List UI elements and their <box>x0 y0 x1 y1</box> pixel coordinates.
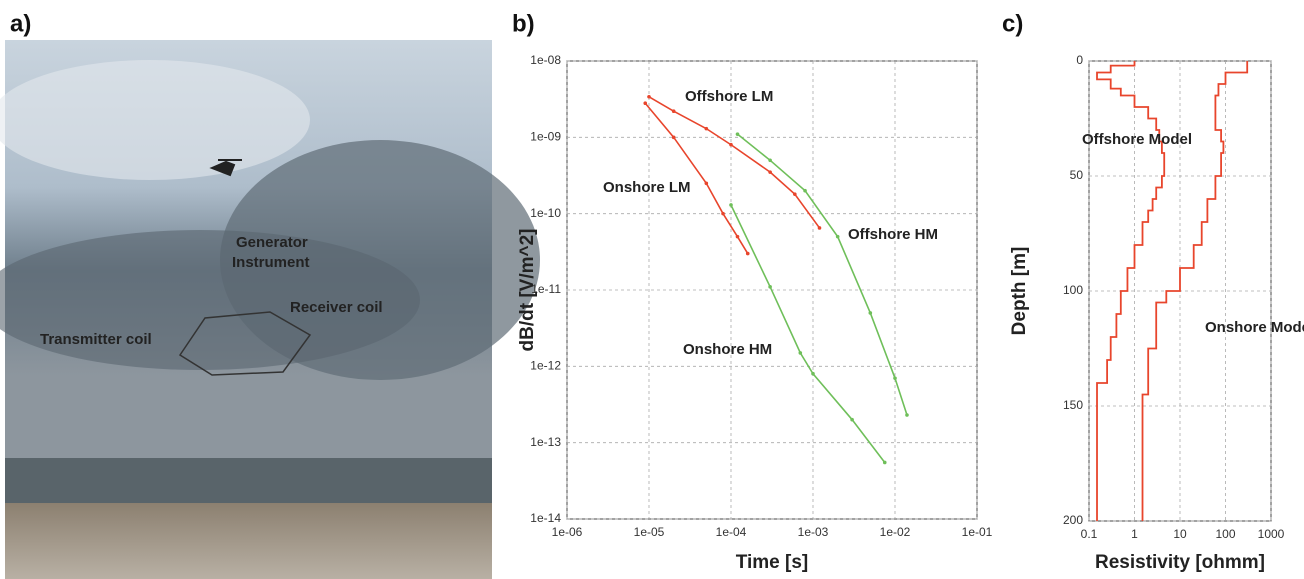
y-tick-label: 1e-08 <box>530 53 561 67</box>
series-line <box>1096 61 1166 521</box>
y-tick-label: 1e-11 <box>531 282 561 296</box>
data-point <box>793 192 797 196</box>
y-tick-label: 200 <box>1063 513 1083 527</box>
y-tick-label: 1e-12 <box>530 359 561 373</box>
y-tick-label: 100 <box>1063 283 1083 297</box>
y-tick-label: 1e-14 <box>530 511 561 525</box>
series-line <box>1141 61 1249 521</box>
x-tick-label: 1e-06 <box>552 525 583 539</box>
data-point <box>647 94 651 99</box>
y-axis-label: Depth [m] <box>1009 247 1030 336</box>
data-point <box>811 371 815 376</box>
annotation: Instrument <box>232 254 310 271</box>
y-tick-label: 50 <box>1070 168 1084 182</box>
y-tick-label: 150 <box>1063 398 1083 412</box>
beach <box>5 503 492 579</box>
cloud <box>0 60 310 180</box>
data-point <box>671 109 676 113</box>
data-point <box>893 376 897 380</box>
series-label: Offshore Model <box>1082 131 1192 148</box>
x-tick-label: 1e-02 <box>880 525 911 539</box>
photo: a) Generator Instrument Receiver coil Tr… <box>0 10 540 579</box>
data-point <box>817 226 822 230</box>
x-tick-label: 0.1 <box>1081 527 1098 541</box>
data-point <box>735 234 740 239</box>
series-line <box>644 102 749 254</box>
x-tick-label: 1e-04 <box>716 525 747 539</box>
data-point <box>798 351 803 355</box>
x-tick-label: 1e-03 <box>798 525 829 539</box>
data-point <box>882 460 887 465</box>
data-point <box>768 158 772 163</box>
x-tick-label: 100 <box>1215 527 1235 541</box>
annotation: Generator <box>236 234 308 251</box>
x-axis-label: Resistivity [ohmm] <box>1095 552 1265 573</box>
cloud <box>0 230 420 370</box>
data-point <box>704 181 709 186</box>
data-point <box>735 132 740 136</box>
x-tick-label: 1e-05 <box>634 525 665 539</box>
annotation: Transmitter coil <box>40 331 152 348</box>
data-point <box>745 251 750 256</box>
data-point <box>729 203 733 207</box>
data-point <box>729 142 733 147</box>
data-point <box>671 135 676 140</box>
panel-label: c) <box>1002 10 1023 37</box>
series-label: Offshore HM <box>848 226 938 243</box>
data-point <box>905 413 909 417</box>
x-tick-label: 1000 <box>1258 527 1285 541</box>
panel-label: b) <box>512 10 535 37</box>
data-point <box>803 188 807 193</box>
data-point <box>868 311 873 315</box>
coil-frame <box>178 311 312 376</box>
data-point <box>850 417 854 422</box>
x-axis-label: Time [s] <box>736 552 809 573</box>
data-point <box>835 234 840 239</box>
x-tick-label: 10 <box>1173 527 1187 541</box>
series-label: Onshore Model <box>1205 319 1304 336</box>
data-point <box>768 285 772 289</box>
x-tick-label: 1e-01 <box>962 525 993 539</box>
annotation: Receiver coil <box>290 299 383 316</box>
series-label: Onshore HM <box>683 341 772 358</box>
x-tick-label: 1 <box>1131 527 1138 541</box>
data-point <box>643 101 648 106</box>
helicopter <box>209 159 242 177</box>
data-point <box>721 211 725 216</box>
series-label: Offshore LM <box>685 88 773 105</box>
data-point <box>704 126 709 131</box>
panel-label: a) <box>10 10 31 37</box>
series-label: Onshore LM <box>603 179 691 196</box>
y-tick-label: 1e-13 <box>530 435 561 449</box>
y-tick-label: 1e-10 <box>530 206 561 220</box>
y-axis-label: dB/dt [V/m^2] <box>517 229 538 352</box>
y-tick-label: 1e-09 <box>530 130 561 144</box>
data-point <box>768 170 772 174</box>
y-tick-label: 0 <box>1076 53 1083 67</box>
series-line <box>730 204 886 463</box>
sea <box>5 458 492 503</box>
